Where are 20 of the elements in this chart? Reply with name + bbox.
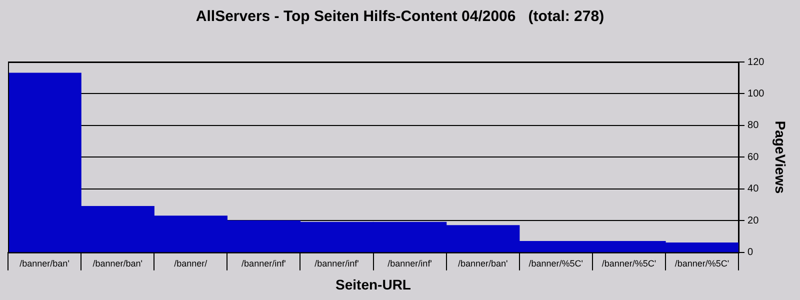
x-tick-label: /banner/ban' [458,258,508,268]
x-axis-title: Seiten-URL [336,276,412,292]
y-tick-label: 80 [748,120,760,132]
x-tick-label: /banner/%5C' [602,258,656,268]
x-tick-label: /banner/inf' [314,258,360,268]
y-axis-title: PageViews [772,120,789,194]
y-tick-label: 20 [748,215,760,226]
y-tick-label: 60 [748,152,760,163]
chart-title: AllServers - Top Seiten Hilfs-Content 04/2006 (total: 278) [196,8,604,26]
y-tick-label: 120 [748,56,765,68]
y-tick-label: 40 [748,184,760,195]
x-tick-label: /banner/ [174,258,208,268]
y-tick-label: 100 [748,88,765,100]
x-tick-label: /banner/ban' [20,258,70,268]
x-tick-label: /banner/%5C' [528,258,584,268]
y-tick-label: 0 [748,247,754,258]
x-tick-label: /banner/inf' [242,258,286,268]
x-tick-label: /banner/inf' [388,258,432,268]
x-tick-label: /banner/%5C' [674,258,730,268]
x-tick-label: /banner/ban' [92,258,143,268]
